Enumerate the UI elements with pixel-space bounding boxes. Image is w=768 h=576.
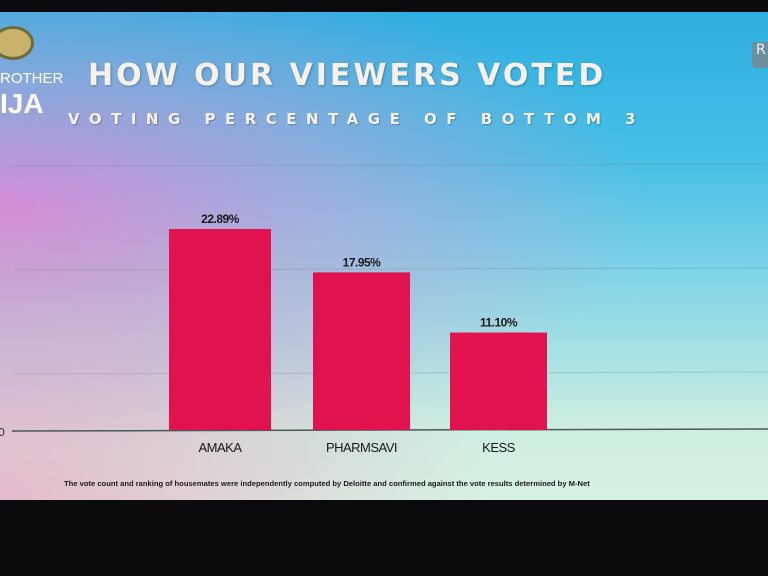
- tv-screen: ROTHER IJA R HOW OUR VIEWERS VOTED VOTIN…: [0, 12, 768, 500]
- category-label: PHARMSAVI: [326, 440, 397, 455]
- big-brother-eye-logo-icon: [0, 26, 34, 60]
- data-label: 17.95%: [343, 255, 382, 269]
- chart-subtitle: VOTING PERCENTAGE OF BOTTOM 3: [68, 110, 646, 128]
- y-tick-label: 0: [0, 426, 5, 439]
- bar-chart: 0 22.89% AMAKA 17.95% PHARMSAVI 11.10% KESS: [0, 163, 768, 455]
- bar-amaka: [169, 229, 271, 430]
- data-label: 11.10%: [480, 316, 518, 330]
- bar-pharmsavi: [313, 272, 410, 430]
- corner-tab: R: [752, 42, 768, 68]
- gridline: [13, 267, 768, 271]
- category-label: KESS: [482, 440, 516, 455]
- category-label: AMAKA: [198, 440, 242, 455]
- bar-kess: [450, 332, 547, 430]
- logo-text-top: ROTHER: [0, 70, 64, 87]
- data-label: 22.89%: [201, 212, 240, 226]
- chart-title: HOW OUR VIEWERS VOTED: [88, 58, 607, 93]
- footnote: The vote count and ranking of housemates…: [64, 479, 590, 488]
- gridline: [13, 163, 768, 167]
- logo-text-bottom: IJA: [0, 88, 44, 119]
